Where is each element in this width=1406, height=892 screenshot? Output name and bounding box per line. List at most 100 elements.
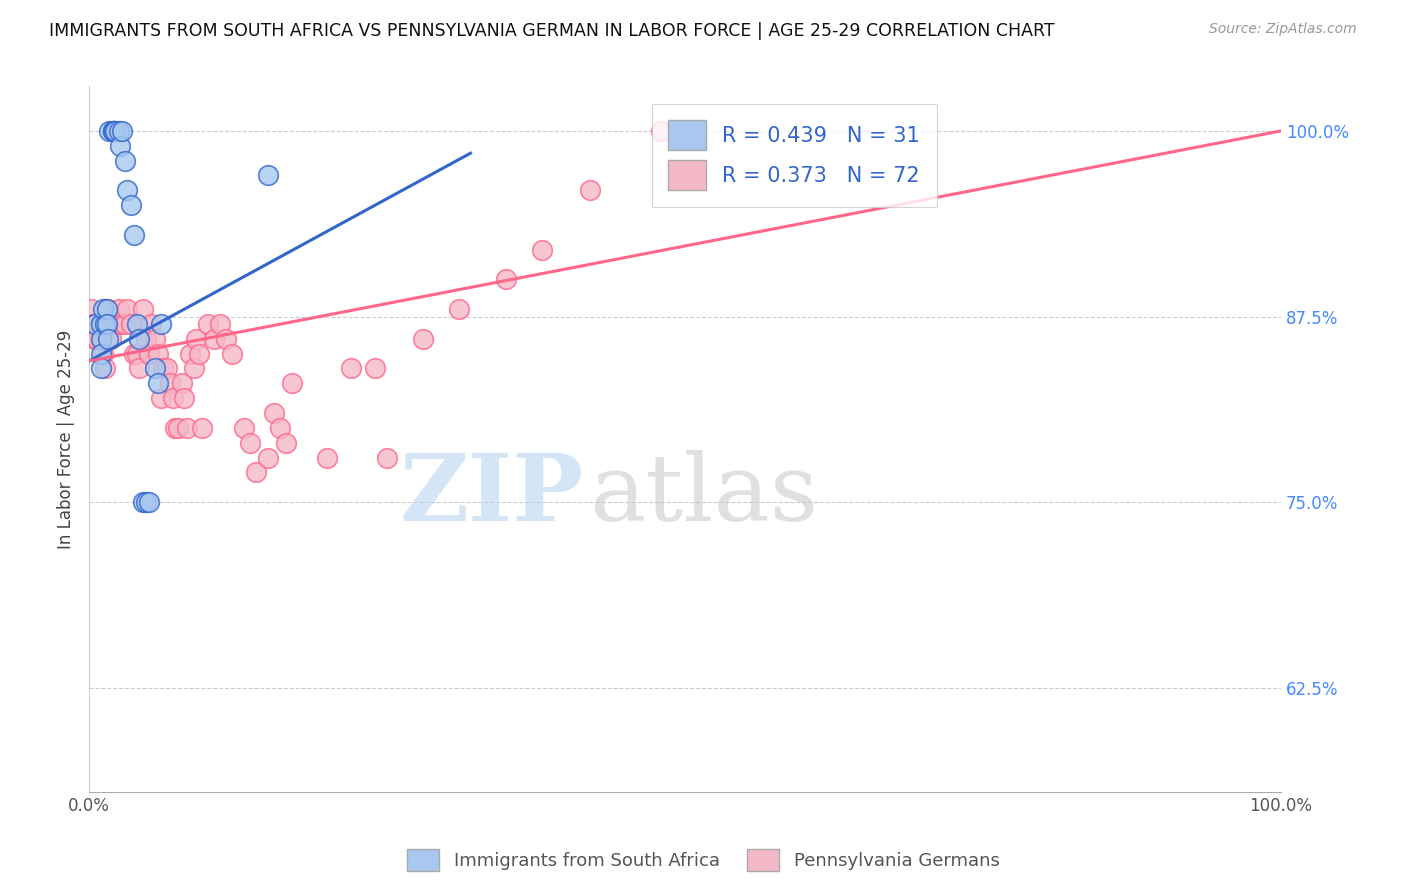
Point	[215, 332, 238, 346]
Point	[364, 361, 387, 376]
Point	[186, 332, 208, 346]
Point	[173, 391, 195, 405]
Point	[84, 317, 107, 331]
Point	[233, 421, 256, 435]
Point	[108, 124, 131, 138]
Point	[149, 391, 172, 405]
Point	[274, 435, 297, 450]
Point	[143, 361, 166, 376]
Point	[114, 153, 136, 168]
Point	[316, 450, 339, 465]
Point	[86, 332, 108, 346]
Point	[263, 406, 285, 420]
Point	[124, 227, 146, 242]
Text: Source: ZipAtlas.com: Source: ZipAtlas.com	[1209, 22, 1357, 37]
Point	[84, 332, 107, 346]
Point	[125, 346, 148, 360]
Point	[90, 332, 112, 346]
Point	[87, 317, 110, 331]
Point	[98, 124, 121, 138]
Point	[108, 138, 131, 153]
Point	[155, 361, 177, 376]
Point	[209, 317, 232, 331]
Point	[83, 317, 105, 331]
Point	[90, 346, 112, 360]
Point	[139, 317, 162, 331]
Point	[530, 243, 553, 257]
Point	[138, 495, 160, 509]
Point	[96, 302, 118, 317]
Point	[128, 332, 150, 346]
Point	[170, 376, 193, 391]
Point	[90, 317, 112, 331]
Point	[84, 332, 107, 346]
Point	[162, 391, 184, 405]
Point	[111, 317, 134, 331]
Point	[280, 376, 302, 391]
Point	[135, 332, 157, 346]
Point	[115, 302, 138, 317]
Text: IMMIGRANTS FROM SOUTH AFRICA VS PENNSYLVANIA GERMAN IN LABOR FORCE | AGE 25-29 C: IMMIGRANTS FROM SOUTH AFRICA VS PENNSYLV…	[49, 22, 1054, 40]
Point	[245, 466, 267, 480]
Point	[257, 450, 280, 465]
Point	[115, 183, 138, 197]
Point	[187, 346, 209, 360]
Point	[93, 302, 115, 317]
Point	[100, 332, 122, 346]
Point	[578, 183, 600, 197]
Point	[124, 346, 146, 360]
Point	[138, 346, 160, 360]
Point	[183, 361, 205, 376]
Point	[412, 332, 434, 346]
Point	[80, 302, 103, 317]
Text: ZIP: ZIP	[399, 450, 583, 541]
Point	[120, 198, 142, 212]
Point	[135, 495, 157, 509]
Point	[120, 317, 142, 331]
Point	[495, 272, 517, 286]
Point	[96, 302, 118, 317]
Point	[101, 124, 124, 138]
Point	[149, 317, 172, 331]
Point	[111, 124, 134, 138]
Point	[447, 302, 470, 317]
Point	[96, 302, 118, 317]
Legend: Immigrants from South Africa, Pennsylvania Germans: Immigrants from South Africa, Pennsylvan…	[399, 842, 1007, 879]
Point	[93, 361, 115, 376]
Point	[82, 317, 104, 331]
Point	[269, 421, 291, 435]
Point	[239, 435, 262, 450]
Point	[375, 450, 398, 465]
Point	[101, 317, 124, 331]
Point	[159, 376, 181, 391]
Legend: R = 0.439   N = 31, R = 0.373   N = 72: R = 0.439 N = 31, R = 0.373 N = 72	[651, 103, 936, 207]
Point	[98, 317, 121, 331]
Point	[104, 317, 127, 331]
Point	[131, 302, 153, 317]
Point	[148, 376, 170, 391]
Point	[221, 346, 243, 360]
Point	[176, 421, 198, 435]
Point	[90, 361, 112, 376]
Point	[101, 124, 124, 138]
Point	[103, 124, 125, 138]
Point	[108, 302, 131, 317]
Point	[191, 421, 214, 435]
Point	[197, 317, 219, 331]
Point	[125, 317, 148, 331]
Point	[340, 361, 363, 376]
Point	[93, 317, 115, 331]
Point	[131, 495, 153, 509]
Point	[167, 421, 190, 435]
Point	[96, 317, 118, 331]
Point	[257, 169, 280, 183]
Text: atlas: atlas	[589, 450, 818, 541]
Point	[179, 346, 201, 360]
Point	[163, 421, 186, 435]
Point	[91, 332, 114, 346]
Point	[650, 124, 672, 138]
Point	[104, 124, 127, 138]
Point	[90, 332, 112, 346]
Point	[152, 361, 174, 376]
Point	[97, 317, 120, 331]
